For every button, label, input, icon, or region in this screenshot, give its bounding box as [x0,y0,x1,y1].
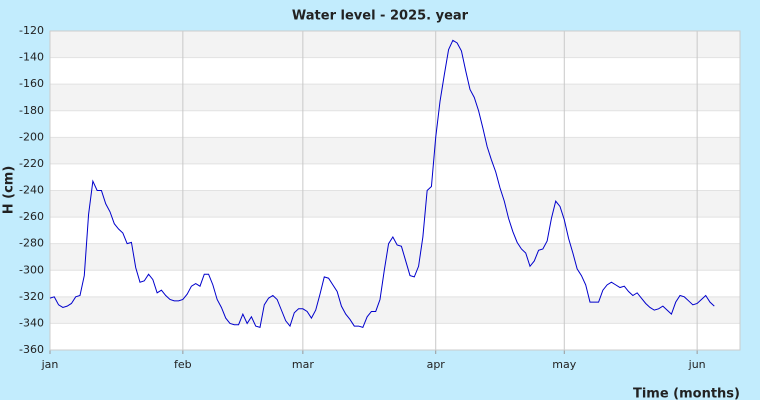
plot-border [49,30,741,351]
x-tick-label: apr [427,358,446,371]
y-tick-label: -140 [19,51,44,64]
data-line [49,39,715,329]
grid-band [50,243,740,271]
x-tick-label: may [552,358,576,371]
y-tick-label: -220 [19,157,44,170]
y-tick-label: -340 [19,316,44,329]
y-tick-label: -280 [19,237,44,250]
y-tick-label: -360 [19,343,44,356]
y-tick-label: -240 [19,184,44,197]
y-tick-label: -120 [19,24,44,37]
grid-band [50,137,740,164]
grid-band [50,296,740,324]
x-tick-label: jun [688,358,706,371]
x-axis-label: Time (months) [633,387,740,400]
x-tick-label: mar [292,358,314,371]
x-tick-label: jan [41,358,59,371]
y-tick-label: -320 [19,290,44,303]
y-tick-label: -260 [19,210,44,223]
grid-band [50,31,740,58]
y-axis-label: H (cm) [2,166,17,215]
y-tick-label: -160 [19,77,44,90]
y-tick-label: -200 [19,130,44,143]
y-tick-label: -180 [19,104,44,117]
grid-band [50,190,740,218]
chart-title: Water level - 2025. year [292,9,469,24]
x-tick-label: feb [174,358,192,371]
y-tick-label: -300 [19,263,44,276]
grid-band [50,84,740,111]
